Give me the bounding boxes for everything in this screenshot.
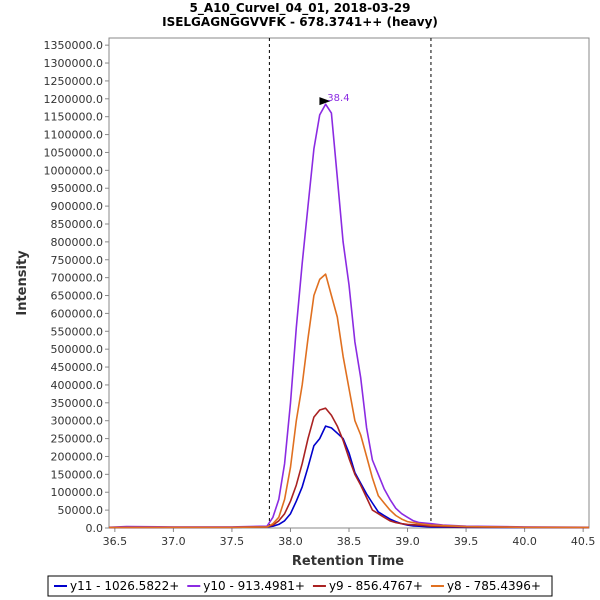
x-tick-label: 37.0 bbox=[161, 535, 186, 548]
y-tick-label: 950000.0 bbox=[51, 182, 104, 195]
x-tick-label: 37.5 bbox=[220, 535, 245, 548]
y-tick-label: 50000.0 bbox=[58, 504, 104, 517]
chart-title: 5_A10_CurveI_04_01, 2018-03-29 bbox=[190, 1, 411, 16]
series-line-y10 bbox=[108, 103, 590, 529]
y-tick-label: 1300000.0 bbox=[44, 57, 104, 70]
series-line-y11 bbox=[108, 425, 590, 529]
x-tick-label: 39.0 bbox=[395, 535, 420, 548]
y-tick-label: 550000.0 bbox=[51, 325, 104, 338]
x-tick-label: 40.0 bbox=[512, 535, 537, 548]
y-tick-label: 1250000.0 bbox=[44, 75, 104, 88]
y-tick-label: 200000.0 bbox=[51, 450, 104, 463]
y-axis-label: Intensity bbox=[15, 250, 30, 316]
y-tick-label: 650000.0 bbox=[51, 290, 104, 303]
x-tick-label: 39.5 bbox=[454, 535, 479, 548]
y-tick-label: 800000.0 bbox=[51, 236, 104, 249]
y-axis: 0.0 50000.0 100000.0 150000.0 200000.0 250000… bbox=[44, 39, 109, 535]
peak-annotation: 38.4 bbox=[319, 93, 350, 106]
y-tick-label: 450000.0 bbox=[51, 361, 104, 374]
y-tick-label: 500000.0 bbox=[51, 343, 104, 356]
x-tick-label: 38.0 bbox=[278, 535, 303, 548]
y-tick-label: 1000000.0 bbox=[44, 164, 104, 177]
x-axis: 36.5 37.0 37.5 38.0 38.5 39.0 39.5 40.0 40.5 bbox=[103, 528, 596, 548]
y-tick-label: 700000.0 bbox=[51, 272, 104, 285]
y-tick-label: 1050000.0 bbox=[44, 146, 104, 159]
y-tick-label: 1200000.0 bbox=[44, 93, 104, 106]
y-tick-label: 0.0 bbox=[86, 522, 104, 535]
y-tick-label: 400000.0 bbox=[51, 379, 104, 392]
y-tick-label: 250000.0 bbox=[51, 433, 104, 446]
y-tick-label: 1100000.0 bbox=[44, 129, 104, 142]
peak-label: 38.4 bbox=[327, 93, 349, 104]
y-tick-label: 350000.0 bbox=[51, 397, 104, 410]
x-tick-label: 36.5 bbox=[103, 535, 128, 548]
chart-subtitle: ISELGAGNGGVVFK - 678.3741++ (heavy) bbox=[162, 15, 438, 29]
y-tick-label: 1350000.0 bbox=[44, 39, 104, 52]
y-tick-label: 750000.0 bbox=[51, 254, 104, 267]
x-tick-label: 40.5 bbox=[571, 535, 596, 548]
legend: y11 - 1026.5822+ y10 - 913.4981+ y9 - 856.… bbox=[47, 575, 553, 597]
legend-box bbox=[47, 575, 553, 597]
y-tick-label: 150000.0 bbox=[51, 468, 104, 481]
legend-item-label: y11 - 1026.5822+ bbox=[70, 579, 179, 593]
y-tick-label: 300000.0 bbox=[51, 415, 104, 428]
peak-marker-arrow bbox=[319, 97, 331, 106]
y-tick-label: 100000.0 bbox=[51, 486, 104, 499]
integration-bounds bbox=[268, 38, 432, 528]
series-line-y8 bbox=[108, 273, 590, 529]
x-axis-label: Retention Time bbox=[292, 554, 404, 569]
series-lines bbox=[108, 103, 590, 529]
y-tick-label: 1150000.0 bbox=[44, 111, 104, 124]
y-tick-label: 850000.0 bbox=[51, 218, 104, 231]
legend-item-label: y9 - 856.4767+ bbox=[329, 579, 423, 593]
legend-item-label: y10 - 913.4981+ bbox=[203, 579, 305, 593]
series-line-y9 bbox=[108, 407, 590, 529]
y-tick-label: 900000.0 bbox=[51, 200, 104, 213]
x-tick-label: 38.5 bbox=[337, 535, 362, 548]
y-tick-label: 600000.0 bbox=[51, 307, 104, 320]
legend-item-label: y8 - 785.4396+ bbox=[447, 579, 541, 593]
